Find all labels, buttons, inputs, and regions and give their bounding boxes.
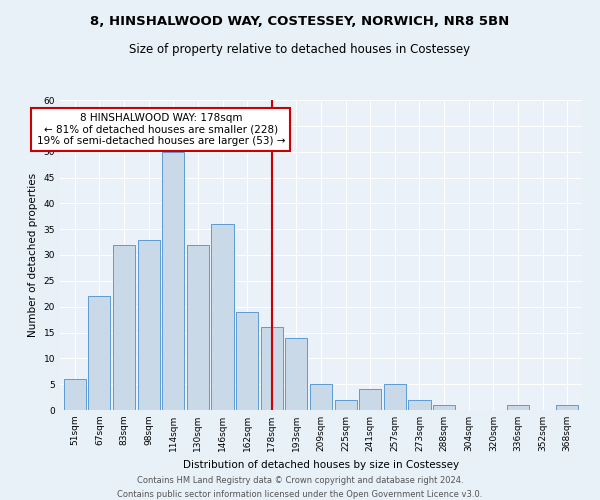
Y-axis label: Number of detached properties: Number of detached properties (28, 173, 38, 337)
Text: Contains public sector information licensed under the Open Government Licence v3: Contains public sector information licen… (118, 490, 482, 499)
Bar (285, 338, 307, 410)
Text: 8 HINSHALWOOD WAY: 178sqm
← 81% of detached houses are smaller (228)
19% of semi: 8 HINSHALWOOD WAY: 178sqm ← 81% of detac… (37, 113, 285, 146)
Bar (162, 152, 184, 410)
Bar (409, 400, 431, 410)
Bar (556, 405, 578, 410)
X-axis label: Distribution of detached houses by size in Costessey: Distribution of detached houses by size … (183, 460, 459, 469)
Bar (187, 244, 209, 410)
Text: 8, HINSHALWOOD WAY, COSTESSEY, NORWICH, NR8 5BN: 8, HINSHALWOOD WAY, COSTESSEY, NORWICH, … (91, 15, 509, 28)
Bar (433, 405, 455, 410)
Bar (137, 240, 160, 410)
Text: Contains HM Land Registry data © Crown copyright and database right 2024.: Contains HM Land Registry data © Crown c… (137, 476, 463, 485)
Bar (260, 328, 283, 410)
Bar (113, 244, 135, 410)
Bar (211, 224, 233, 410)
Bar (359, 390, 382, 410)
Text: Size of property relative to detached houses in Costessey: Size of property relative to detached ho… (130, 42, 470, 56)
Bar (507, 405, 529, 410)
Bar (64, 379, 86, 410)
Bar (88, 296, 110, 410)
Bar (335, 400, 357, 410)
Bar (236, 312, 258, 410)
Bar (384, 384, 406, 410)
Bar (310, 384, 332, 410)
